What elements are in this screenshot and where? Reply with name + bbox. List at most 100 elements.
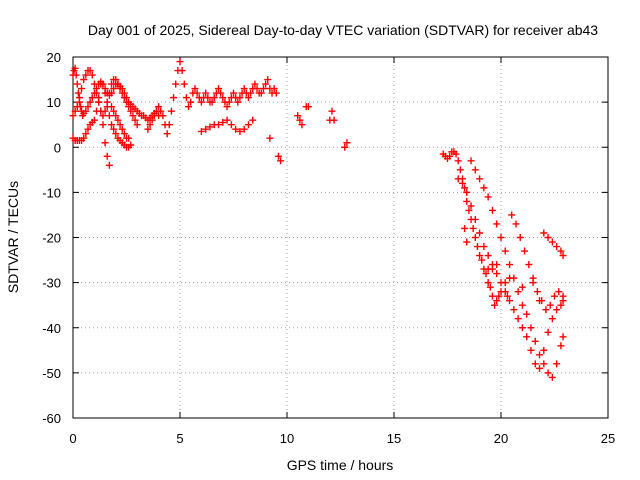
data-point bbox=[103, 152, 111, 160]
data-point bbox=[467, 202, 475, 210]
data-point bbox=[240, 125, 248, 133]
data-point bbox=[531, 337, 539, 345]
data-point bbox=[270, 85, 278, 93]
y-tick-label: 20 bbox=[47, 50, 61, 65]
series-mid-low-arc bbox=[197, 116, 257, 135]
data-point bbox=[503, 292, 511, 300]
series-sparse-points bbox=[266, 103, 351, 165]
data-point bbox=[225, 98, 233, 106]
data-point bbox=[296, 116, 304, 124]
data-point bbox=[523, 310, 531, 318]
data-point bbox=[114, 80, 122, 88]
data-point bbox=[80, 76, 88, 84]
data-point bbox=[298, 121, 306, 129]
data-point bbox=[133, 121, 141, 129]
data-point bbox=[514, 315, 522, 323]
data-point bbox=[244, 121, 252, 129]
data-point bbox=[202, 89, 210, 97]
data-point bbox=[559, 333, 567, 341]
data-point bbox=[531, 360, 539, 368]
y-tick-label: -50 bbox=[42, 366, 61, 381]
data-point bbox=[93, 89, 101, 97]
data-point bbox=[197, 98, 205, 106]
data-point bbox=[165, 121, 173, 129]
data-point bbox=[516, 234, 524, 241]
y-tick-label: -10 bbox=[42, 185, 61, 200]
data-point bbox=[484, 193, 492, 201]
data-point bbox=[544, 234, 552, 241]
data-point bbox=[514, 288, 522, 296]
data-point bbox=[112, 76, 120, 84]
x-axis-label: GPS time / hours bbox=[287, 457, 394, 473]
data-point bbox=[202, 125, 210, 133]
data-point bbox=[105, 161, 113, 169]
series-late-arc-2 bbox=[467, 157, 567, 381]
x-tick-label: 25 bbox=[601, 431, 615, 446]
data-point bbox=[274, 152, 282, 160]
data-point bbox=[232, 125, 240, 133]
data-point bbox=[129, 112, 137, 120]
data-point bbox=[127, 107, 135, 115]
data-point bbox=[521, 247, 529, 255]
data-point bbox=[150, 112, 158, 120]
data-point bbox=[120, 94, 128, 102]
data-point bbox=[193, 89, 201, 97]
data-point bbox=[523, 333, 531, 341]
data-point bbox=[262, 80, 270, 88]
data-point bbox=[110, 125, 118, 133]
data-point bbox=[110, 85, 118, 93]
data-point bbox=[540, 346, 548, 354]
data-point bbox=[73, 103, 81, 111]
data-point bbox=[251, 80, 259, 88]
data-point bbox=[110, 107, 118, 115]
data-point bbox=[84, 103, 92, 111]
data-point bbox=[74, 89, 82, 97]
data-point bbox=[551, 292, 558, 300]
data-point bbox=[185, 103, 193, 111]
data-point bbox=[230, 89, 237, 97]
data-point bbox=[114, 116, 122, 124]
data-point bbox=[118, 89, 126, 97]
data-point bbox=[99, 112, 107, 120]
data-point bbox=[236, 127, 244, 135]
data-point bbox=[510, 306, 518, 314]
data-point bbox=[73, 80, 81, 88]
data-point bbox=[518, 283, 526, 291]
y-tick-label: -30 bbox=[42, 276, 61, 291]
data-point bbox=[272, 89, 280, 97]
data-point bbox=[257, 89, 265, 97]
data-point bbox=[452, 150, 460, 158]
data-point bbox=[343, 139, 351, 147]
data-point bbox=[461, 184, 469, 192]
data-point bbox=[506, 297, 514, 305]
data-point bbox=[493, 297, 501, 305]
series-early-low-arc bbox=[69, 80, 135, 151]
data-point bbox=[536, 297, 544, 305]
data-point bbox=[191, 85, 199, 93]
data-point bbox=[125, 103, 133, 111]
data-point bbox=[116, 121, 124, 129]
data-point bbox=[236, 94, 244, 102]
data-point bbox=[476, 175, 484, 183]
data-point bbox=[553, 360, 561, 368]
data-point bbox=[463, 238, 471, 246]
data-point bbox=[454, 175, 462, 183]
series-late-arc-5 bbox=[540, 229, 567, 260]
data-point bbox=[116, 85, 124, 93]
data-point bbox=[108, 80, 116, 88]
data-point bbox=[461, 224, 469, 232]
data-point bbox=[157, 107, 165, 115]
series-early-arc-2 bbox=[69, 67, 141, 129]
data-point bbox=[78, 85, 86, 93]
data-point bbox=[72, 71, 80, 79]
data-point bbox=[501, 279, 509, 287]
y-tick-label: -60 bbox=[42, 411, 61, 426]
data-point bbox=[82, 130, 90, 138]
data-point bbox=[471, 166, 479, 174]
data-point bbox=[219, 94, 227, 102]
data-point bbox=[180, 80, 188, 88]
data-point bbox=[463, 197, 471, 205]
data-point bbox=[484, 252, 492, 260]
data-point bbox=[84, 125, 92, 133]
data-point bbox=[518, 301, 526, 309]
